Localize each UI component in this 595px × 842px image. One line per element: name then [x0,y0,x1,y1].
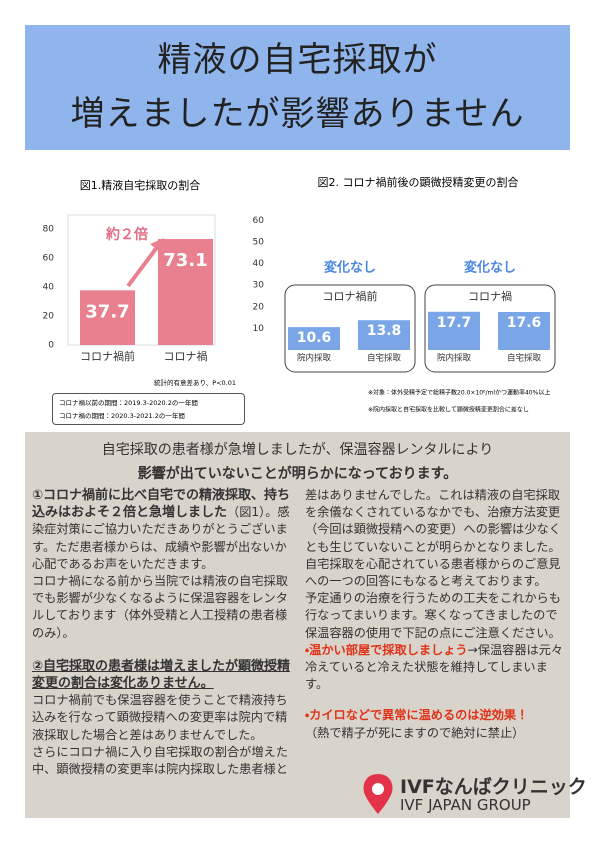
y-tick-label: 50 [253,238,265,248]
periods-box: コロナ禍以前の期間：2019.3-2020.2の一年間 コロナ禍の期間：2020… [52,393,245,425]
y-tick-label: 60 [43,254,55,264]
plot-frame [67,214,216,346]
y-tick-label: 30 [253,281,265,291]
value-label: 73.1 [163,250,207,271]
group-note: 変化なし [324,260,376,276]
x-tick-label: コロナ禍 [164,349,208,363]
y-tick-label: 20 [253,302,265,312]
period: コロナ禍の期間：2020.3-2021.2の一年間 [59,412,185,420]
bar [498,311,550,350]
logo-group: IVF JAPAN GROUP [400,796,531,814]
y-tick-label: 60 [253,216,265,226]
figure-title: 図1.精液自宅採取の割合 [80,178,201,192]
x-tick-label: コロナ禍前 [80,349,135,363]
x-tick-label: 自宅採取 [507,353,542,364]
section-heading: ②自宅採取の患者様は増えましたが顕微授精変更の割合は変化ありません。 [32,658,291,692]
x-tick-label: 院内採取 [437,353,472,364]
group-box [424,284,556,373]
group-label: コロナ禍前 [323,289,378,303]
footnote: ※対象：体外受精予定で総精子数20.0×10⁶/mlかつ運動率40%以上 [368,389,550,397]
value-label: 17.7 [437,315,472,331]
bar [80,290,135,345]
paragraph: （図1）。感染症対策にご協力いただきありがとうございます。ただ患者様からは、成績… [32,505,290,571]
header: 精液の自宅採取が 増えましたが影響ありません [25,25,570,150]
value-label: 17.6 [507,315,542,331]
heading-line: 影響が出ていないことが明らかになっております。 [137,466,458,482]
paragraph: 差はありませんでした。これは精液の自宅採取を余儀なくされているなかでも、治療方法… [305,488,561,589]
body-heading: 自宅採取の患者様が急増しましたが、保温容器レンタルにより 影響が出ていないことが… [25,438,570,486]
value-label: 10.6 [297,330,332,346]
y-tick-label: 10 [253,324,265,334]
value-label: 37.7 [85,301,129,322]
title-line: 精液の自宅採取が [157,40,438,80]
charts: 図1.精液自宅採取の割合 図2. コロナ禍前後の顕微授精変更の割合 統計的有意差… [43,175,556,414]
logo-icon [363,774,393,814]
arrow [126,244,160,288]
annotation: 約２倍 [105,226,148,243]
bar [358,320,410,350]
body-panel: 自宅採取の患者様が急増しましたが、保温容器レンタルにより 影響が出ていないことが… [25,432,587,818]
group-box [284,284,416,373]
x-tick-label: 自宅採取 [367,353,402,364]
paragraph: コロナ禍前でも保温容器を使うことで精液持ち込みを行なって顕微授精への変更率は院内… [32,693,288,742]
right-column: 差はありませんでした。これは精液の自宅採取を余儀なくされているなかでも、治療方法… [305,487,567,742]
paragraph: （熱で精子が死にますので絶対に禁止） [305,725,525,740]
logo: IVFなんばクリニック IVF JAPAN GROUP [360,772,587,816]
caution: ・カイロなどで異常に温めるのは逆効果！ [305,708,529,723]
period: コロナ禍以前の期間：2019.3-2020.2の一年間 [59,399,198,407]
caution: ・温かい部屋で採取しましょう [305,642,468,657]
group-label: コロナ禍 [468,289,512,303]
left-column: ①コロナ禍前に比べ自宅での精液採取、持ち込みはおよそ２倍と急増しました（図1）。… [32,487,294,778]
bar [288,327,340,350]
y-tick-label: 40 [43,283,55,293]
section-heading: ①コロナ禍前に比べ自宅での精液採取、持ち込みはおよそ２倍と急増しました [32,488,291,521]
x-tick-label: 院内採取 [297,353,332,364]
figure-title: 図2. コロナ禍前後の顕微授精変更の割合 [318,175,519,189]
y-tick-label: 0 [48,341,54,351]
y-tick-label: 80 [43,225,55,235]
y-tick-label: 40 [253,259,265,269]
paragraph: さらにコロナ禍に入り自宅採取の割合が増えた中、顕微授精の変更率は院内採取した患者… [32,744,288,777]
paragraph: 予定通りの治療を行うための工夫をこれからも行なってまいります。寒くなってきました… [305,591,561,640]
chart-note: 統計的有意差あり、P<0.01 [154,378,236,387]
bar [428,311,480,350]
bar [158,239,213,345]
y-tick-label: 20 [43,312,55,322]
value-label: 13.8 [367,323,402,339]
footnote: ※院内採取と自宅採取を比較して顕微授精変更割合に差なし [368,406,529,414]
paragraph: コロナ禍になる前から当院では精液の自宅採取でも影響が少なくなるように保温容器をレ… [32,574,288,640]
logo-name: IVFなんばクリニック [400,776,587,798]
paragraph: →保温容器は元々冷えていると冷えた状態を維持してしまいます。 [305,642,564,692]
heading-line: 自宅採取の患者様が急増しましたが、保温容器レンタルにより [101,442,494,458]
title-line: 増えましたが影響ありません [70,94,525,134]
group-note: 変化なし [464,260,516,276]
